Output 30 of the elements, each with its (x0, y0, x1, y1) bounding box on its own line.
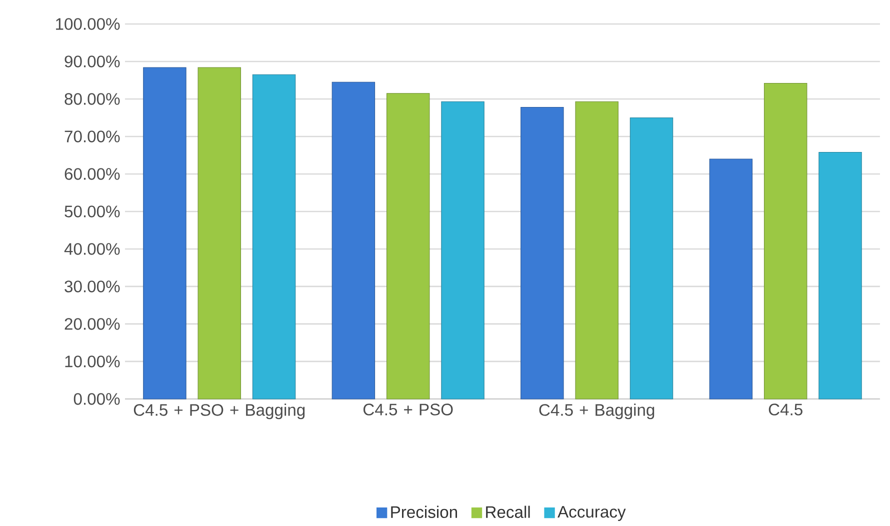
bar (630, 117, 674, 400)
y-tick-label: 80.00% (64, 93, 120, 105)
bar (764, 82, 808, 400)
x-tick-label: C4.5 (768, 404, 802, 416)
y-tick-label: 50.00% (64, 206, 120, 218)
y-tick-label: 100.00% (56, 18, 120, 30)
y-tick-label: 70.00% (64, 130, 120, 142)
legend-label: Precision (391, 506, 457, 518)
y-tick-label: 90.00% (64, 56, 120, 68)
bar (575, 101, 618, 400)
bar (818, 152, 862, 400)
bar (441, 101, 484, 400)
y-tick-label: 60.00% (64, 168, 120, 180)
bar (386, 93, 430, 400)
y-tick-label: 20.00% (64, 318, 120, 330)
bar (332, 82, 376, 400)
legend-label: Accuracy (558, 506, 626, 521)
y-tick-label: 40.00% (64, 243, 120, 255)
bar (198, 67, 241, 400)
x-tick-label: C4.5 + PSO (363, 404, 453, 416)
bar (520, 106, 564, 400)
y-tick-label: 0.00% (74, 393, 120, 405)
y-tick-label: 30.00% (64, 280, 120, 292)
y-tick-label: 10.00% (65, 356, 120, 368)
bar (143, 67, 186, 400)
legend-label: Recall (486, 506, 530, 518)
x-tick-label: C4.5 + PSO + Bagging (134, 404, 305, 420)
bar (709, 158, 753, 400)
bar (252, 74, 296, 400)
x-tick-label: C4.5 + Bagging (539, 404, 654, 420)
